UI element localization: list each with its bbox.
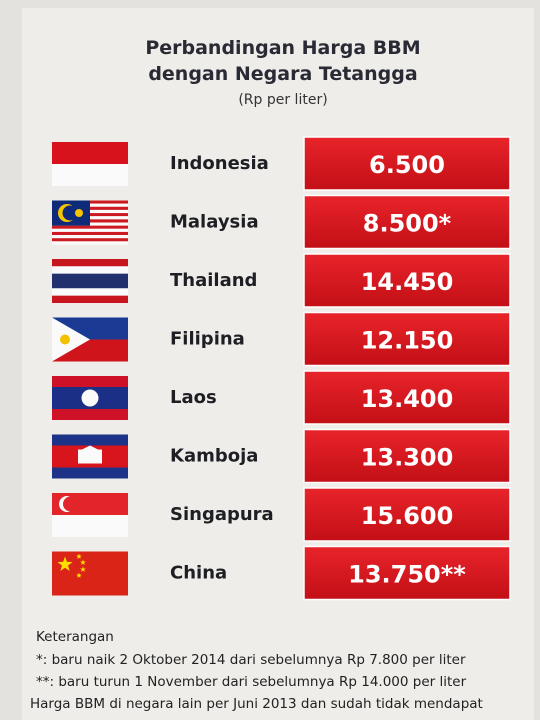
flag-field [52, 551, 128, 596]
flag-star [76, 572, 82, 578]
flag-star [76, 553, 82, 559]
flag [52, 551, 128, 596]
price-box [303, 194, 511, 250]
price-box [303, 253, 511, 308]
table-row: Indonesia 6.500 [52, 136, 511, 191]
price-box [303, 370, 511, 425]
price-box [303, 545, 511, 601]
flag-stripe [52, 225, 128, 229]
flag-stripe [52, 409, 128, 420]
country-name: Filipina [170, 329, 245, 350]
table-row: Malaysia 8.500* [52, 194, 511, 250]
country-name: Thailand [170, 270, 257, 291]
price: 12.150 [361, 327, 454, 355]
table-row: Thailand 14.450 [52, 253, 511, 308]
table-row: Singapura 15.600 [52, 487, 511, 542]
flag-stripe [52, 434, 128, 446]
flag-crescent [63, 496, 78, 512]
flag-star [80, 566, 86, 572]
flag-temple [78, 449, 102, 464]
price-box [303, 136, 511, 191]
flag-stripe [52, 295, 128, 303]
price: 8.500* [363, 210, 452, 238]
price: 15.600 [361, 502, 454, 530]
table-row: China 13.750** [52, 545, 511, 601]
flag [52, 142, 128, 186]
flag-stripe [52, 164, 128, 186]
flag-star [75, 209, 83, 217]
table-row: Kamboja 13.300 [52, 428, 511, 484]
country-name: Kamboja [170, 446, 258, 467]
note-line: Harga BBM di negara lain per Juni 2013 d… [30, 696, 483, 712]
price: 13.300 [361, 444, 454, 472]
price-box [303, 487, 511, 542]
price: 6.500 [369, 151, 445, 179]
price-box [303, 311, 511, 367]
flag-stripe [52, 288, 128, 296]
flag-sun [60, 334, 70, 345]
flag-temple [82, 445, 98, 450]
flag-stripe [52, 241, 128, 245]
flag [52, 434, 128, 479]
notes-heading: Keterangan [36, 629, 114, 645]
flag [52, 376, 128, 420]
title-line: dengan Negara Tetangga [148, 63, 417, 85]
country-name: Indonesia [170, 153, 269, 174]
flag-disc [81, 389, 99, 407]
flag-triangle [52, 317, 90, 362]
country-name: Laos [170, 387, 217, 408]
flag-star [57, 556, 73, 571]
subtitle: (Rp per liter) [238, 92, 327, 108]
country-name: China [170, 563, 227, 584]
flag [52, 493, 128, 537]
flag-stripe [52, 231, 128, 236]
flag-stripe [52, 142, 128, 164]
price: 13.750** [348, 561, 466, 589]
flag-stripe [52, 515, 128, 537]
flag-stripe [52, 273, 128, 289]
table-row: Laos 13.400 [52, 370, 511, 425]
flag-star [80, 559, 86, 565]
flag-crescent [62, 205, 78, 221]
flag-stripe [52, 235, 128, 239]
price-table: Indonesia 6.500 Malaysia 8.500* Thailand 14.4… [52, 136, 511, 601]
flag [52, 317, 128, 362]
flag-stripe [52, 228, 128, 232]
flag [52, 200, 128, 245]
flag-stripe [52, 259, 128, 267]
flag-stripe [52, 376, 128, 387]
price: 13.400 [361, 385, 454, 413]
flag-stripe [52, 238, 128, 242]
price: 14.450 [361, 268, 454, 296]
table-row: Filipina 12.150 [52, 311, 511, 367]
flag-stripe [52, 467, 128, 479]
title-line: Perbandingan Harga BBM [145, 37, 420, 59]
flag [52, 259, 128, 303]
flag-stripe [52, 266, 128, 274]
country-name: Malaysia [170, 212, 259, 233]
note-line: **: baru turun 1 November dari sebelumny… [36, 674, 467, 690]
country-name: Singapura [170, 504, 274, 525]
note-line: *: baru naik 2 Oktober 2014 dari sebelum… [36, 652, 466, 668]
price-box [303, 428, 511, 484]
